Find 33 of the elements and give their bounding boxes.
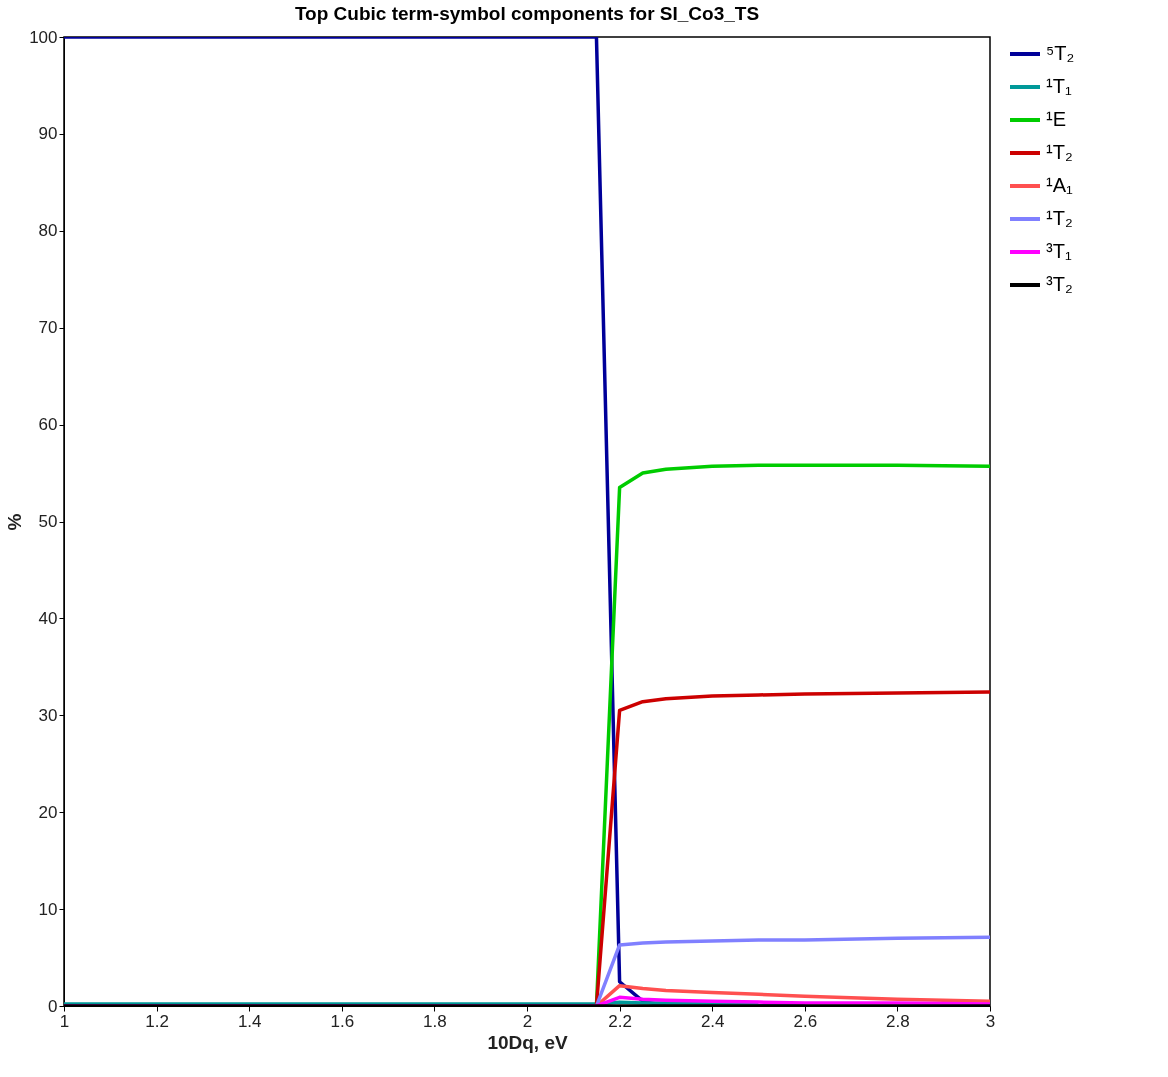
y-tick-label: 80 [38, 221, 58, 241]
x-tick-label: 2 [522, 1011, 533, 1031]
x-tick-label: 1.6 [330, 1011, 355, 1031]
x-tick-label: 2.4 [700, 1011, 725, 1031]
y-tick-label: 60 [38, 415, 58, 435]
chart-title: Top Cubic term-symbol components for SI_Co3_TS [294, 3, 760, 24]
x-tick-label: 1.4 [237, 1011, 262, 1031]
y-tick-label: 10 [38, 899, 58, 919]
y-tick-label: 100 [29, 27, 58, 47]
y-axis-title: % [4, 513, 26, 531]
y-tick-label: 50 [38, 512, 58, 531]
legend-label: ¹T₁ [1046, 75, 1072, 97]
legend-label: ¹E [1046, 108, 1066, 130]
y-tick-label: 40 [38, 608, 58, 628]
x-tick-label: 2.8 [886, 1011, 910, 1031]
x-tick-label: 1 [59, 1011, 70, 1031]
legend-label: ³T₁ [1046, 240, 1072, 262]
legend-label: ⁵T₂ [1046, 42, 1075, 64]
x-tick-label: 2.2 [608, 1011, 632, 1031]
legend-label: ³T₂ [1046, 273, 1073, 295]
y-tick-label: 90 [38, 124, 58, 144]
y-tick-label: 20 [38, 802, 58, 822]
x-tick-label: 3 [985, 1011, 996, 1031]
x-axis-title: 10Dq, eV [487, 1031, 568, 1053]
legend-label: ¹T₂ [1046, 207, 1073, 229]
x-tick-label: 1.8 [423, 1011, 447, 1031]
legend-label: ¹A₁ [1046, 174, 1073, 196]
x-tick-label: 2.6 [793, 1011, 818, 1031]
y-tick-label: 30 [38, 705, 58, 725]
y-tick-label: 70 [38, 318, 58, 338]
legend-label: ¹T₂ [1046, 141, 1073, 163]
x-tick-label: 1.2 [145, 1011, 169, 1031]
y-tick-label: 0 [48, 996, 58, 1016]
